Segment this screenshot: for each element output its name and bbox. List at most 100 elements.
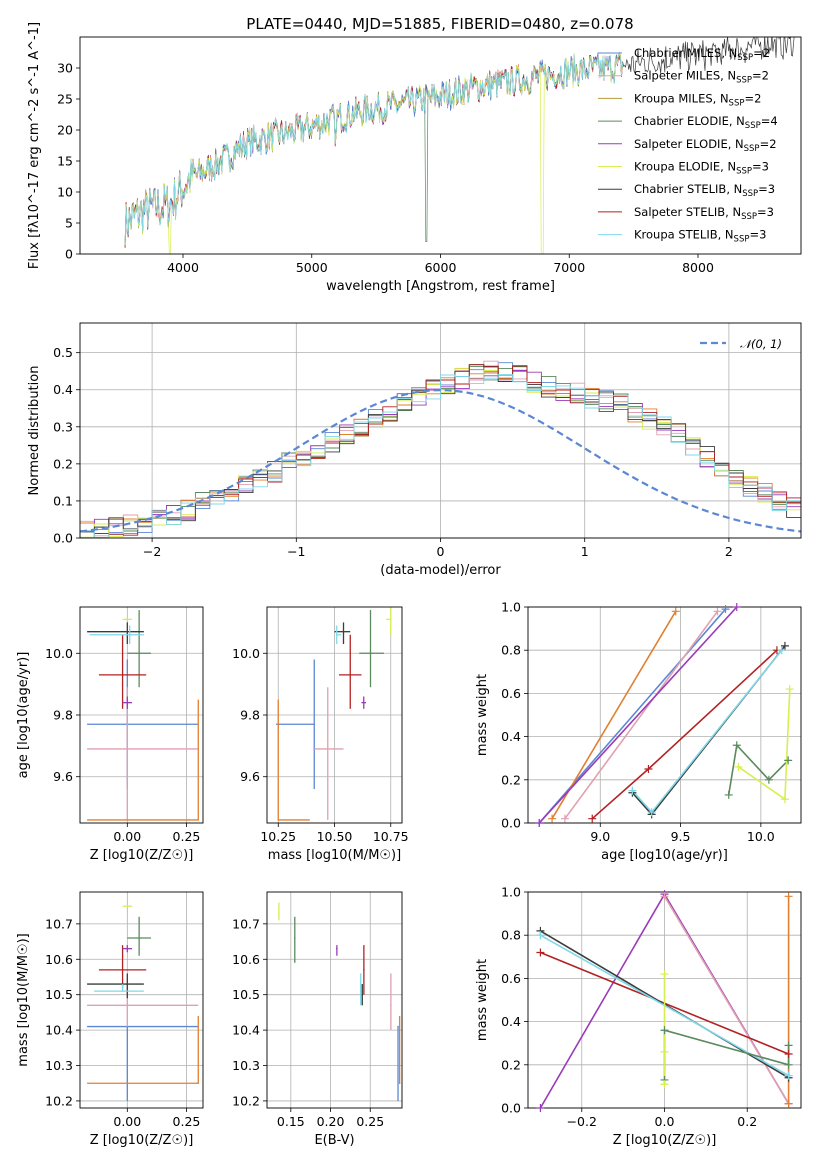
legend-entry: Chabrier ELODIE, NSSP=4: [634, 114, 778, 131]
data-point: [362, 701, 365, 704]
point-marker: [671, 607, 680, 616]
y-tick-label: 10.6: [45, 952, 73, 967]
data-point: [390, 1004, 392, 1007]
x-axis-label: mass [log10(M/M☉)]: [268, 848, 401, 863]
data-point: [342, 630, 345, 633]
axes-frame: [266, 891, 403, 1109]
y-tick-label: 9.8: [240, 708, 260, 723]
data-point: [138, 937, 140, 939]
legend-entry: Chabrier STELIB, NSSP=3: [634, 182, 775, 199]
data-point: [128, 633, 131, 636]
data-point: [278, 912, 280, 915]
x-tick-label: −0.2: [567, 1114, 597, 1129]
point-marker: [588, 814, 597, 823]
plot-area: [87, 610, 200, 821]
x-tick-label: 0.2: [737, 1114, 757, 1129]
panel-4: 10.25 10.50 10.75 9.6 9.8 10.0 mass [log10(M/M…: [232, 606, 409, 863]
x-tick-label: 1: [581, 544, 589, 559]
y-tick-label: 0.0: [501, 1101, 521, 1116]
data-point: [398, 1082, 401, 1085]
x-tick-label: 2: [725, 544, 733, 559]
data-point: [197, 1082, 200, 1085]
x-axis-label: age [log10(age/yr)]: [601, 848, 728, 863]
data-point: [336, 947, 338, 950]
point-marker: [644, 765, 653, 773]
y-tick-label: 0.1: [53, 493, 73, 508]
y-tick-label: 30: [57, 61, 73, 76]
y-axis-label: mass [log10(M/M☉)]: [16, 933, 31, 1066]
panel-3: 0.00 0.25 9.6 9.8 10.0 Z [log10(Z/Z☉)] age [lo…: [16, 606, 204, 863]
y-tick-label: 0.4: [501, 729, 521, 744]
y-tick-label: 10.2: [45, 1093, 73, 1108]
point-marker: [660, 1026, 669, 1035]
data-point: [397, 1025, 399, 1028]
y-tick-label: 0.8: [501, 643, 521, 658]
y-tick-label: 0.6: [501, 971, 521, 986]
y-tick-label: 0.0: [501, 816, 521, 831]
plot-area: [87, 905, 200, 1101]
point-marker: [724, 790, 733, 799]
x-tick-label: 6000: [425, 260, 457, 275]
x-tick-label: −2: [143, 544, 161, 559]
x-tick-label: 0.25: [173, 1114, 201, 1129]
y-tick-label: 10.4: [45, 1023, 73, 1038]
data-point: [363, 969, 365, 971]
point-marker: [784, 756, 793, 765]
y-tick-label: 0: [65, 247, 73, 262]
axes-frame: [266, 606, 403, 824]
point-marker: [548, 814, 557, 823]
histogram-step: [80, 360, 801, 537]
panel-6: 0.00 0.25 10.2 10.3 10.4 10.5 10.6 10.7 Z [log10…: [16, 891, 204, 1148]
x-tick-label: 10.75: [373, 829, 409, 844]
legend-entry: Chabrier MILES, NSSP=2: [634, 46, 770, 63]
panel-1: 4000 5000 6000 7000 8000 0 5 10 15 20 25 30 waveleng…: [27, 22, 802, 294]
series-line: [727, 743, 789, 796]
series-line: [551, 610, 677, 820]
y-tick-label: 9.6: [53, 769, 73, 784]
normal-curve: [80, 388, 801, 533]
series-line: [631, 649, 783, 814]
series-line: [564, 610, 719, 820]
y-axis-label: Normed distribution: [27, 366, 42, 496]
data-point: [126, 1004, 129, 1007]
y-tick-label: 10.7: [232, 916, 260, 931]
histogram-step: [80, 374, 801, 538]
x-tick-label: 0.0: [655, 1114, 675, 1129]
y-tick-label: 0.5: [53, 345, 73, 360]
series-line: [737, 689, 791, 801]
x-axis-label: Z [log10(Z/Z☉)]: [613, 1133, 717, 1148]
spectrum-line: [124, 54, 623, 243]
data-point: [126, 630, 129, 633]
point-marker: [660, 970, 669, 979]
x-tick-label: 10.0: [747, 829, 775, 844]
legend-entry: Salpeter MILES, NSSP=2: [634, 69, 769, 86]
series-line: [631, 645, 786, 816]
point-marker: [780, 795, 789, 804]
y-tick-label: 10.3: [45, 1058, 73, 1073]
point-marker: [535, 819, 544, 827]
data-point: [126, 748, 129, 750]
legend-entry: Kroupa ELODIE, NSSP=3: [634, 160, 769, 177]
data-point: [138, 652, 140, 655]
data-point: [335, 633, 338, 636]
data-point: [293, 937, 296, 939]
y-tick-label: 10.2: [232, 1093, 260, 1108]
y-tick-label: 10: [57, 185, 73, 200]
point-marker: [784, 892, 793, 901]
axes-frame: [79, 322, 802, 539]
data-point: [326, 748, 329, 750]
y-tick-label: 5: [65, 216, 73, 231]
x-tick-label: 0.15: [277, 1114, 305, 1129]
data-point: [359, 990, 362, 992]
x-tick-label: 0.20: [317, 1114, 345, 1129]
axes-frame: [79, 606, 204, 824]
point-marker: [764, 775, 773, 784]
y-axis-label: mass weight: [475, 674, 490, 756]
x-tick-label: 0: [437, 544, 445, 559]
y-tick-label: 1.0: [501, 600, 521, 615]
x-tick-label: 0.25: [173, 829, 201, 844]
panel-8: −0.2 0.0 0.2 0.0 0.2 0.4 0.6 0.8 1.0 Z [log10(Z/Z…: [475, 885, 802, 1148]
spectrum-line: [124, 52, 623, 245]
x-tick-label: 7000: [553, 260, 585, 275]
point-marker: [784, 1050, 793, 1058]
